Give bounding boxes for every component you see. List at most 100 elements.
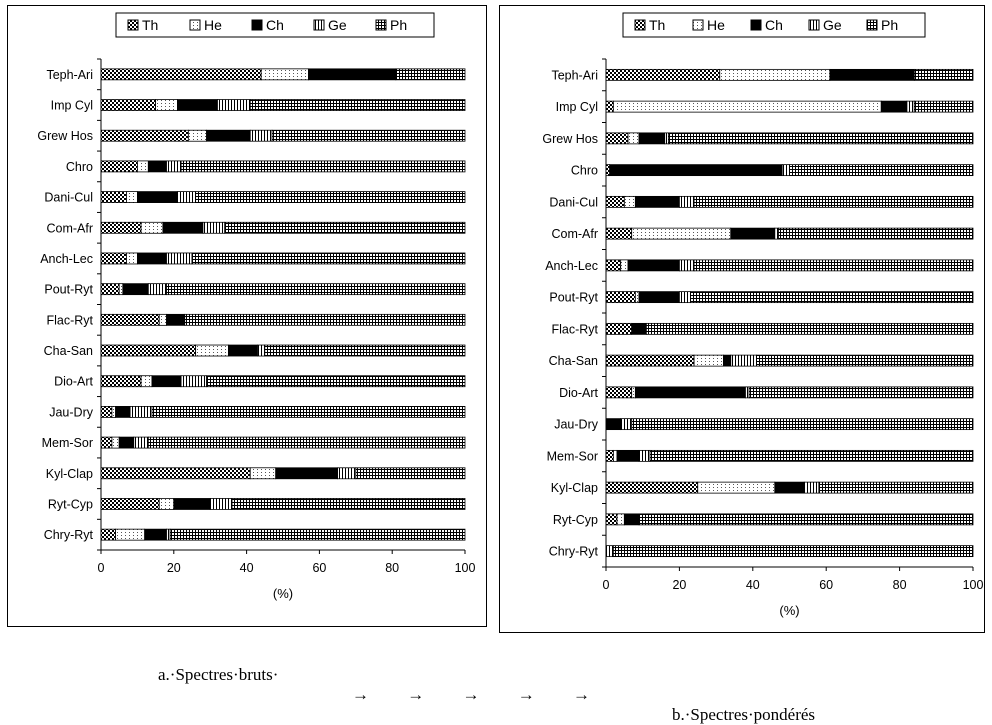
bar-segment-th [605, 195, 625, 208]
category-label: Kyl-Clap [46, 467, 93, 481]
category-label: Chro [571, 164, 598, 178]
bar-segment-ge [257, 344, 266, 357]
bar-segment-ge [664, 132, 669, 145]
bar-segment-ge [781, 164, 790, 177]
bar-segment-ch [616, 449, 640, 462]
bar-segment-ge [217, 99, 251, 111]
bar-segment-th [605, 386, 633, 399]
bar-segment-he [158, 498, 175, 510]
bar-segment-ph [778, 227, 974, 240]
category-label: Imp Cyl [51, 99, 93, 113]
category-label: Pout-Ryt [44, 283, 93, 297]
figure-caption: a.·Spectres·bruts· → → → → → b.·Spectres… [0, 645, 992, 725]
bar-segment-th [605, 68, 721, 81]
bar-segment-ch [631, 322, 647, 335]
category-label: Dani-Cul [44, 191, 93, 205]
bar-segment-th [605, 259, 622, 272]
caption-arrows: → → → → → [352, 685, 590, 704]
bar-segment-ph [612, 545, 974, 558]
bar-segment-ge [133, 436, 149, 449]
category-label: Dani-Cul [549, 195, 598, 209]
bar-segment-he [126, 252, 138, 265]
bar-segment-ge [678, 195, 695, 208]
bar-segment-ch [115, 406, 131, 418]
category-label: Cha-San [44, 344, 93, 358]
bar-segment-ge [202, 221, 226, 234]
legend-swatch-ph [866, 19, 878, 31]
x-tick-label: 100 [963, 578, 984, 592]
legend-swatch-he [692, 19, 704, 31]
bar-segment-ch [723, 354, 732, 367]
legend-swatch-ge [313, 19, 325, 31]
bar-segment-ge [774, 227, 779, 240]
category-label: Jau-Dry [554, 418, 599, 432]
bar-segment-ph [913, 100, 974, 113]
category-label: Ryt-Cyp [553, 513, 598, 527]
bar-segment-he [140, 375, 153, 388]
bar-segment-th [100, 99, 156, 111]
bar-segment-th [100, 498, 160, 510]
bar-segment-ge [620, 418, 633, 431]
bar-segment-he [616, 513, 625, 526]
category-label: Com-Afr [46, 221, 93, 235]
x-tick-label: 100 [455, 561, 476, 575]
category-label: Grew Hos [37, 129, 93, 143]
legend-label-ph: Ph [390, 17, 407, 33]
bar-segment-ph [693, 195, 974, 208]
bar-segment-ch [609, 164, 783, 177]
category-label: Chry-Ryt [44, 528, 94, 542]
bar-segment-ge [166, 160, 182, 173]
bar-segment-th [100, 436, 113, 449]
caption-weighted-spectra: b.·Spectres·pondérés [672, 705, 816, 724]
legend-label-th: Th [142, 17, 158, 33]
bar-segment-th [100, 528, 116, 541]
bar-segment-ge [678, 259, 695, 272]
category-label: Com-Afr [551, 227, 598, 241]
bar-segment-he [195, 344, 229, 357]
stacked-bar-chart: Th He Ch Ge Ph 0 20 40 60 80 100 (%) Teph-Ari Imp Cyl… [37, 12, 476, 601]
bar-segment-ch [122, 283, 149, 296]
bar-segment-th [100, 68, 262, 81]
bar-segment-ph [195, 191, 466, 203]
bar-segment-ge [249, 129, 273, 142]
bar-segment-he [719, 68, 831, 81]
bar-segment-ch [829, 68, 915, 81]
category-label: Chro [66, 160, 93, 174]
bar-segment-ch [206, 129, 251, 142]
bar-segment-ge [177, 191, 197, 203]
bar-segment-th [100, 221, 142, 234]
x-axis-title: (%) [273, 586, 293, 601]
category-label: Dio-Art [559, 386, 598, 400]
x-tick-label: 0 [98, 561, 105, 575]
bar-segment-ph [818, 481, 974, 494]
x-tick-label: 0 [603, 578, 610, 592]
bar-segment-he [260, 68, 309, 81]
category-label: Flac-Ryt [46, 313, 93, 327]
category-label: Chry-Ryt [549, 545, 599, 559]
legend-swatch-he [189, 19, 201, 31]
bar-segment-th [605, 291, 636, 304]
legend-swatch-ch [251, 19, 263, 31]
bar-segment-ch [118, 436, 135, 449]
x-tick-label: 80 [893, 578, 907, 592]
x-tick-label: 40 [240, 561, 254, 575]
legend-label-he: He [204, 17, 222, 33]
bar-segment-ph [249, 99, 466, 111]
bar-segment-ch [166, 313, 186, 326]
bar-segment-ph [645, 322, 974, 335]
bar-segment-he [623, 195, 636, 208]
bar-segment-ph [649, 449, 974, 462]
bar-segment-ge [129, 406, 153, 418]
bar-segment-ch [880, 100, 908, 113]
x-tick-label: 60 [312, 561, 326, 575]
bar-segment-th [605, 227, 633, 240]
bar-segment-ph [264, 344, 466, 357]
bar-segment-th [100, 375, 142, 388]
bar-segment-ph [231, 498, 466, 510]
bar-segment-ph [166, 283, 466, 296]
bar-segment-ph [748, 386, 974, 399]
bar-segment-ph [169, 528, 466, 541]
bar-segment-ch [147, 160, 167, 173]
bar-segment-he [118, 283, 124, 296]
legend: Th He Ch Ge Ph [622, 12, 926, 38]
